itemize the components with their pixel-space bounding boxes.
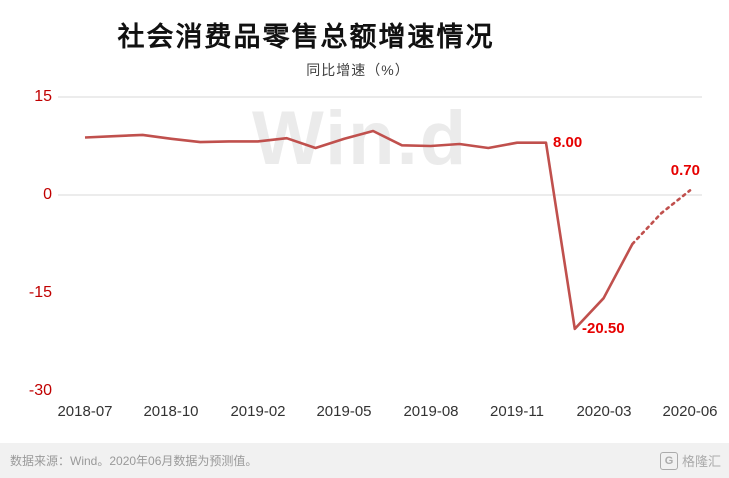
y-tick-label: 0 (43, 186, 52, 203)
x-tick-label: 2019-05 (316, 403, 372, 420)
x-tick-label: 2018-07 (57, 403, 113, 420)
x-tick-label: 2019-02 (230, 403, 286, 420)
gelonghui-logo: G 格隆汇 (659, 451, 721, 470)
wind-watermark: Win.d (252, 96, 469, 181)
data-label: -20.50 (582, 320, 625, 337)
y-tick-label: 15 (34, 88, 52, 105)
data-label: 8.00 (553, 134, 583, 151)
y-tick-label: -15 (28, 284, 52, 301)
footer-bar: 数据来源：Wind。2020年06月数据为预测值。 G 格隆汇 (0, 443, 729, 478)
gelonghui-icon: G (659, 451, 678, 470)
data-label: 0.70 (670, 162, 700, 179)
x-tick-label: 2020-03 (576, 403, 632, 420)
y-tick-label: -30 (28, 382, 52, 399)
source-note: 数据来源：Wind。2020年06月数据为预测值。 (10, 454, 258, 468)
x-tick-label: 2018-10 (143, 403, 199, 420)
x-tick-label: 2019-08 (403, 403, 459, 420)
x-tick-label: 2020-06 (662, 403, 718, 420)
chart-title: 社会消费品零售总额增速情况 (117, 22, 495, 52)
chart-subtitle: 同比增速（%） (306, 62, 410, 78)
x-tick-label: 2019-11 (490, 403, 544, 420)
gelonghui-text: 格隆汇 (681, 454, 721, 469)
